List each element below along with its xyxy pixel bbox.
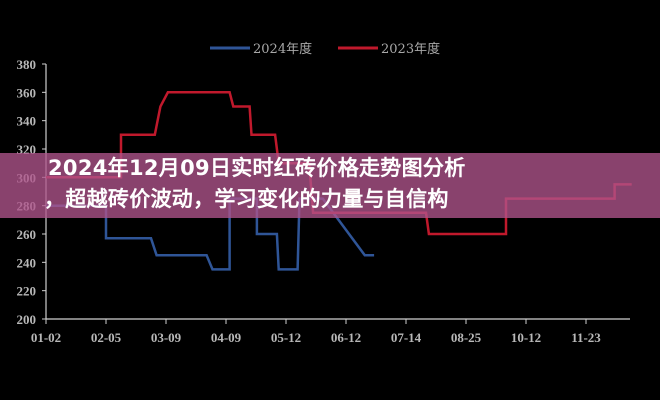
title-line-2: ，超越砖价波动，学习变化的力量与自信构 xyxy=(44,187,449,211)
legend-label-2023: 2023年度 xyxy=(381,41,440,57)
x-tick-label: 05-12 xyxy=(271,330,301,345)
x-tick-label: 01-02 xyxy=(31,330,61,345)
y-tick-label: 240 xyxy=(17,255,37,270)
title-banner: 2024年12月09日实时红砖价格走势图分析 ，超越砖价波动，学习变化的力量与自… xyxy=(0,153,660,218)
x-tick-label: 03-09 xyxy=(151,330,182,345)
y-tick-label: 220 xyxy=(17,284,37,299)
legend: 2024年度 2023年度 xyxy=(210,41,440,57)
y-tick-label: 200 xyxy=(17,312,37,327)
y-tick-label: 380 xyxy=(17,57,37,72)
x-tick-label: 04-09 xyxy=(211,330,242,345)
y-tick-label: 360 xyxy=(17,85,37,100)
x-tick-label: 08-25 xyxy=(451,330,482,345)
legend-label-2024: 2024年度 xyxy=(253,41,312,57)
x-tick-label: 10-12 xyxy=(511,330,541,345)
y-tick-label: 260 xyxy=(17,227,37,242)
x-tick-label: 02-05 xyxy=(91,330,122,345)
x-tick-label: 06-12 xyxy=(331,330,361,345)
y-tick-label: 340 xyxy=(17,114,37,129)
x-tick-label: 11-23 xyxy=(571,330,601,345)
title-line-1: 2024年12月09日实时红砖价格走势图分析 xyxy=(48,156,466,180)
x-tick-label: 07-14 xyxy=(391,330,422,345)
